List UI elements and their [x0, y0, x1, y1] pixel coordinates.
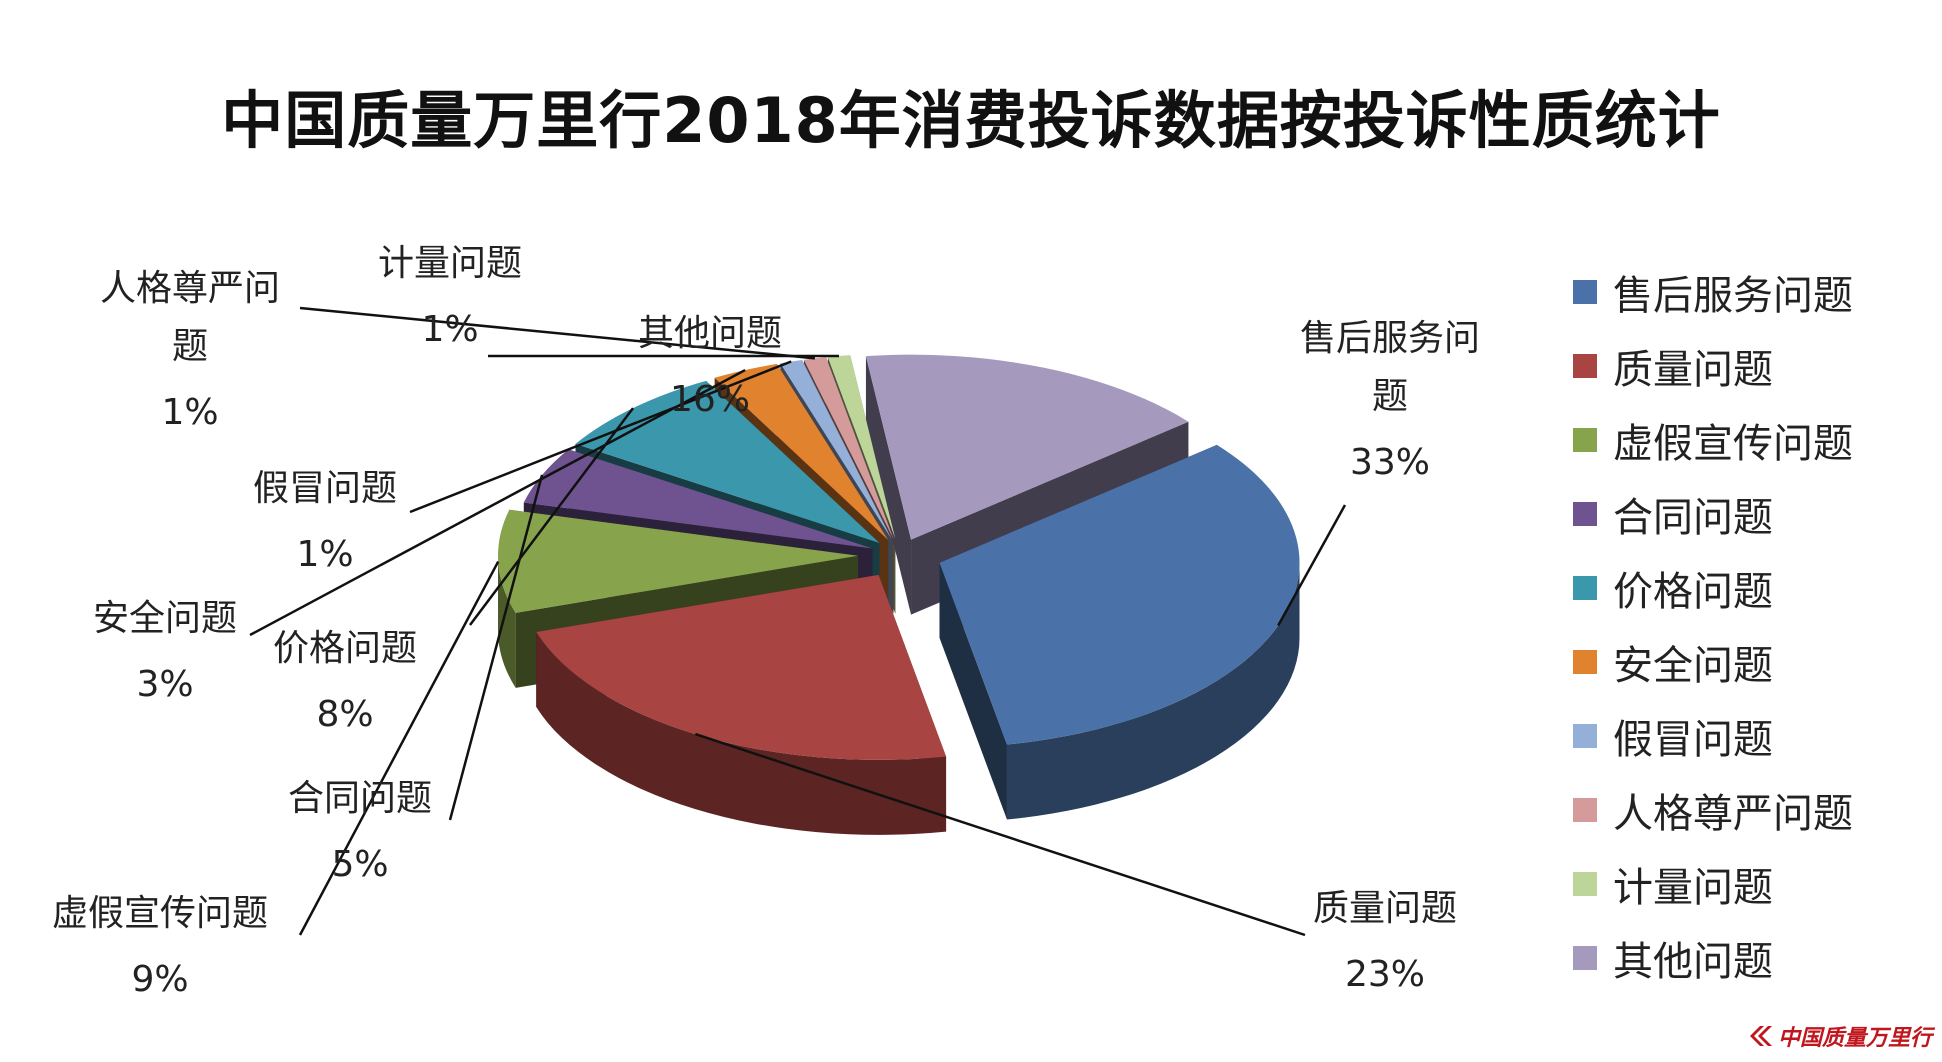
legend-swatch	[1573, 798, 1597, 822]
slice-label-value-2: 9%	[131, 959, 188, 1000]
slice-label-name-2: 虚假宣传问题	[52, 893, 268, 934]
legend-item-4: 价格问题	[1573, 551, 1853, 625]
legend-swatch	[1573, 576, 1597, 600]
slice-3	[523, 449, 873, 549]
leader-line-6	[409, 360, 792, 514]
slice-7	[803, 357, 894, 539]
leader-line-5	[249, 368, 746, 637]
legend-label: 人格尊严问题	[1613, 791, 1853, 837]
slice-5	[714, 363, 889, 540]
slice-label-value-6: 1%	[296, 534, 353, 575]
legend-item-5: 安全问题	[1573, 625, 1853, 699]
leader-line-0	[1277, 504, 1347, 627]
slice-label-value-8: 1%	[421, 309, 478, 350]
leader-line-1	[694, 732, 1306, 937]
legend-item-0: 售后服务问题	[1573, 255, 1853, 329]
slice-label-name-8: 计量问题	[378, 243, 522, 284]
legend-item-2: 虚假宣传问题	[1573, 403, 1853, 477]
slice-wall-9-0	[865, 356, 912, 615]
slice-wall-0-1	[939, 562, 1007, 820]
slice-9	[865, 354, 1189, 540]
legend-item-7: 人格尊严问题	[1573, 773, 1853, 847]
slice-label-value-5: 3%	[136, 664, 193, 705]
legend-swatch	[1573, 724, 1597, 748]
legend-swatch	[1573, 946, 1597, 970]
legend-swatch	[1573, 872, 1597, 896]
legend-label: 价格问题	[1613, 569, 1773, 615]
leader-line-3	[448, 474, 544, 821]
slice-label-name-1: 质量问题	[1313, 888, 1457, 929]
legend-label: 假冒问题	[1613, 717, 1773, 763]
slice-side-2-0	[498, 555, 516, 688]
slice-label-value-4: 8%	[316, 694, 373, 735]
leader-line-2	[298, 560, 500, 936]
slice-label-name-7: 人格尊严问	[100, 268, 280, 309]
slice-8	[827, 355, 896, 539]
slice-label-name-9: 其他问题	[638, 313, 782, 354]
slice-label-value-0: 33%	[1350, 442, 1430, 483]
legend-swatch	[1573, 502, 1597, 526]
watermark: 中国质量万里行	[1748, 1020, 1932, 1052]
watermark-text: 中国质量万里行	[1777, 1025, 1932, 1051]
slice-label-value-7: 1%	[161, 392, 218, 433]
slice-side-0-0	[1006, 562, 1300, 820]
slice-label-value-9: 16%	[670, 379, 750, 420]
slice-0	[939, 444, 1300, 745]
slice-1	[536, 574, 947, 760]
leader-lines	[249, 306, 1347, 937]
legend-label: 质量问题	[1613, 347, 1773, 393]
leader-line-7	[299, 306, 816, 360]
slice-label-name-3: 合同问题	[288, 778, 432, 819]
legend-swatch	[1573, 280, 1597, 304]
slice-label-name-6: 假冒问题	[253, 468, 397, 509]
slice-2	[498, 509, 859, 613]
legend-swatch	[1573, 354, 1597, 378]
legend-label: 虚假宣传问题	[1613, 421, 1853, 467]
logo-icon	[1749, 1026, 1772, 1046]
chart-title: 中国质量万里行2018年消费投诉数据按投诉性质统计	[221, 84, 1721, 157]
slice-label-value-3: 5%	[331, 844, 388, 885]
legend-swatch	[1573, 650, 1597, 674]
legend-label: 计量问题	[1613, 865, 1773, 911]
legend-label: 合同问题	[1613, 495, 1773, 541]
legend-label: 其他问题	[1613, 939, 1773, 985]
slice-labels: 售后服务问题33%质量问题23%虚假宣传问题9%合同问题5%价格问题8%安全问题…	[52, 243, 1480, 1000]
legend-swatch	[1573, 428, 1597, 452]
slice-label-name-4: 价格问题	[273, 628, 417, 669]
slice-label-name-0: 题	[1372, 376, 1408, 417]
legend-item-8: 计量问题	[1573, 847, 1853, 921]
legend-label: 售后服务问题	[1613, 273, 1853, 319]
legend-item-9: 其他问题	[1573, 921, 1853, 995]
slice-label-name-0: 售后服务问	[1300, 318, 1480, 359]
slice-label-name-7: 题	[172, 326, 208, 367]
legend-item-1: 质量问题	[1573, 329, 1853, 403]
slice-label-value-1: 23%	[1345, 954, 1425, 995]
legend-item-3: 合同问题	[1573, 477, 1853, 551]
legend-label: 安全问题	[1613, 643, 1773, 689]
slice-label-name-5: 安全问题	[93, 598, 237, 639]
legend-item-6: 假冒问题	[1573, 699, 1853, 773]
legend: 售后服务问题 质量问题虚假宣传问题 合同问题价格问题安全问题假冒问题人格尊严问题 计量…	[1573, 255, 1853, 995]
slice-6	[780, 359, 892, 540]
